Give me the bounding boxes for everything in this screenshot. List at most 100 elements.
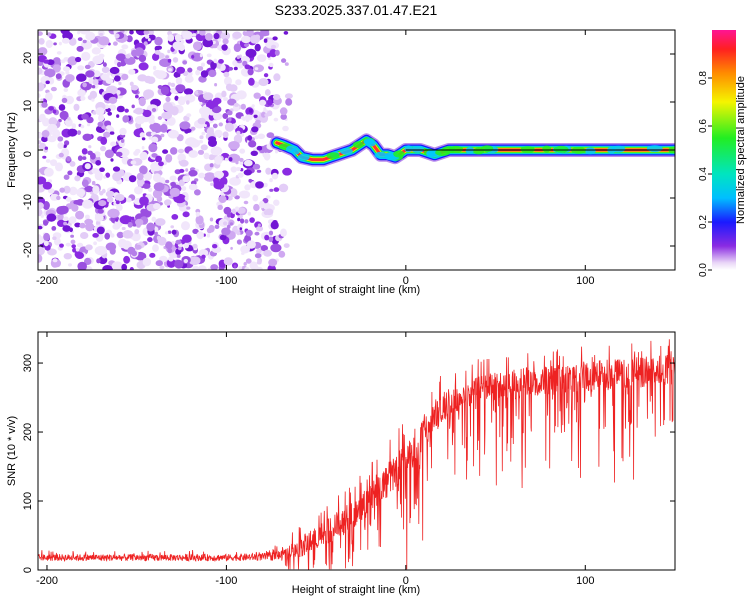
noise-blob [108, 96, 118, 104]
noise-blob [134, 186, 143, 195]
noise-blob [270, 44, 277, 49]
noise-blob [43, 220, 49, 226]
noise-blob [115, 200, 120, 205]
noise-blob [182, 30, 193, 40]
noise-blob [183, 258, 188, 264]
noise-blob [50, 159, 58, 167]
noise-blob [273, 73, 281, 82]
colorbar-tick-label: 0.6 [698, 119, 709, 133]
spectrogram-x-ticks: -200 -100 0 100 [36, 30, 594, 287]
noise-blob [177, 148, 185, 154]
noise-blob [148, 30, 155, 35]
noise-blob [101, 66, 110, 74]
noise-blob [56, 206, 67, 215]
noise-blob [59, 110, 69, 120]
noise-blob [162, 149, 169, 154]
noise-blob [248, 140, 257, 148]
noise-blob [209, 217, 214, 222]
noise-blob [264, 234, 270, 241]
noise-blob [38, 176, 47, 185]
noise-blob [59, 243, 64, 248]
x-tick-label: 0 [403, 575, 409, 587]
noise-blob [74, 222, 81, 228]
noise-blob [109, 66, 120, 75]
noise-blob [205, 30, 211, 34]
noise-blob [182, 234, 192, 243]
noise-blob [203, 172, 216, 182]
noise-blob [75, 56, 82, 63]
noise-blob [46, 32, 52, 37]
noise-blob [156, 45, 162, 50]
noise-blob [198, 249, 209, 257]
noise-blob [174, 34, 182, 42]
noise-blob [62, 144, 67, 148]
noise-blob [81, 148, 88, 155]
noise-blob [178, 246, 182, 251]
noise-blob [257, 223, 261, 227]
noise-blob [222, 131, 229, 138]
noise-blob [177, 96, 186, 106]
noise-blob [165, 96, 171, 102]
noise-blob [237, 217, 241, 222]
noise-blob [219, 234, 227, 241]
noise-blob [165, 179, 170, 184]
noise-blob [258, 78, 269, 87]
noise-blob [196, 231, 204, 240]
noise-blob [69, 161, 76, 167]
noise-blob [241, 252, 245, 255]
noise-blob [118, 169, 125, 177]
noise-blob [173, 73, 179, 78]
noise-blob [38, 225, 43, 230]
noise-blob [51, 226, 57, 231]
y-tick-label: 0 [22, 151, 34, 157]
noise-blob [266, 132, 275, 139]
noise-blob [253, 64, 264, 73]
noise-blob [263, 38, 268, 43]
noise-blob [147, 237, 153, 243]
noise-blob [152, 65, 157, 70]
spectrogram-y-label: Frequency (Hz) [6, 112, 18, 188]
noise-blob [47, 248, 57, 256]
noise-blob [100, 136, 108, 145]
snr-x-ticks: -200 -100 0 100 [36, 332, 594, 587]
noise-blob [127, 246, 136, 255]
noise-blob [152, 173, 162, 183]
noise-blob [77, 65, 85, 71]
noise-blob [131, 216, 135, 221]
noise-blob [81, 113, 89, 120]
noise-blob [224, 76, 232, 86]
noise-blob [103, 131, 111, 138]
noise-blob [167, 49, 171, 54]
noise-blob [160, 133, 165, 138]
noise-blob [77, 155, 83, 161]
noise-blob [269, 188, 274, 192]
noise-blob [269, 178, 273, 183]
noise-blob [210, 264, 219, 270]
noise-blob [235, 206, 239, 211]
noise-blob [147, 38, 151, 42]
noise-blob [187, 71, 193, 77]
noise-blob [233, 43, 242, 52]
noise-blob [229, 188, 238, 198]
noise-blob [63, 88, 69, 92]
noise-blob [250, 150, 258, 156]
noise-blob [279, 107, 288, 116]
noise-blob [236, 207, 246, 214]
noise-blob [116, 90, 121, 95]
noise-blob [218, 195, 227, 203]
noise-blob [73, 103, 80, 111]
noise-blob [182, 175, 190, 183]
noise-blob [171, 229, 177, 235]
noise-blob [139, 196, 149, 206]
ridge-blob [364, 139, 376, 147]
noise-blob [256, 169, 262, 173]
noise-blob [171, 214, 179, 220]
noise-blob [138, 97, 146, 107]
y-tick-label: -20 [22, 242, 34, 258]
noise-blob [244, 114, 253, 121]
noise-blob [57, 136, 64, 142]
noise-blob [170, 147, 178, 155]
noise-blob [260, 245, 268, 252]
noise-blob [235, 79, 242, 86]
